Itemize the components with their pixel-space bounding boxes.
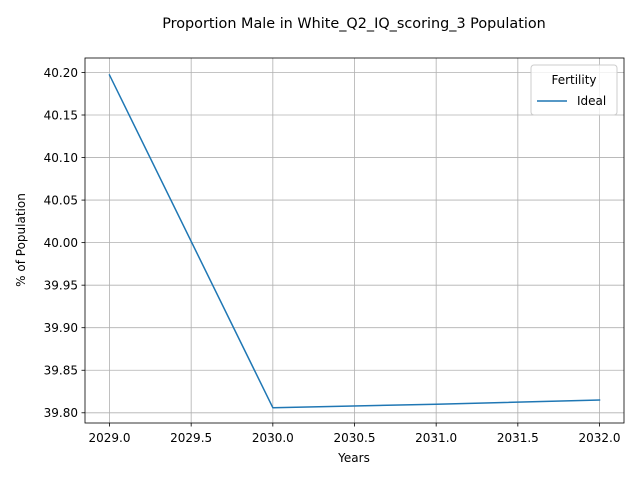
x-tick-label: 2031.0 bbox=[415, 431, 457, 445]
y-tick-label: 39.80 bbox=[44, 406, 78, 420]
x-axis-label: Years bbox=[337, 451, 370, 465]
legend: Fertility Ideal bbox=[530, 64, 618, 116]
x-tick-label: 2030.5 bbox=[334, 431, 376, 445]
y-tick-label: 40.20 bbox=[44, 66, 78, 80]
legend-entry-label: Ideal bbox=[577, 94, 606, 108]
y-tick-label: 39.95 bbox=[44, 278, 78, 292]
x-tick-label: 2031.5 bbox=[497, 431, 539, 445]
y-tick-label: 39.85 bbox=[44, 364, 78, 378]
y-tick-label: 40.00 bbox=[44, 236, 78, 250]
series-layer bbox=[108, 74, 601, 409]
x-tick-label: 2032.0 bbox=[579, 431, 621, 445]
x-tick-label: 2029.5 bbox=[170, 431, 212, 445]
y-tick-label: 39.90 bbox=[44, 321, 78, 335]
legend-box bbox=[530, 64, 618, 116]
x-tick-label: 2030.0 bbox=[252, 431, 294, 445]
grid bbox=[85, 58, 624, 423]
y-axis: 39.80 39.85 39.90 39.95 40.00 40.05 40.10 40.15… bbox=[44, 66, 85, 420]
series-line-ideal bbox=[108, 74, 601, 409]
y-axis-label: % of Population bbox=[14, 193, 28, 287]
y-tick-label: 40.10 bbox=[44, 151, 78, 165]
legend-title: Fertility bbox=[551, 73, 596, 87]
chart-title: Proportion Male in White_Q2_IQ_scoring_3… bbox=[162, 16, 546, 32]
x-axis: 2029.0 2029.5 2030.0 2030.5 2031.0 2031.5 2032… bbox=[89, 423, 621, 445]
x-tick-label: 2029.0 bbox=[89, 431, 131, 445]
y-tick-label: 40.05 bbox=[44, 193, 78, 207]
y-tick-label: 40.15 bbox=[44, 108, 78, 122]
